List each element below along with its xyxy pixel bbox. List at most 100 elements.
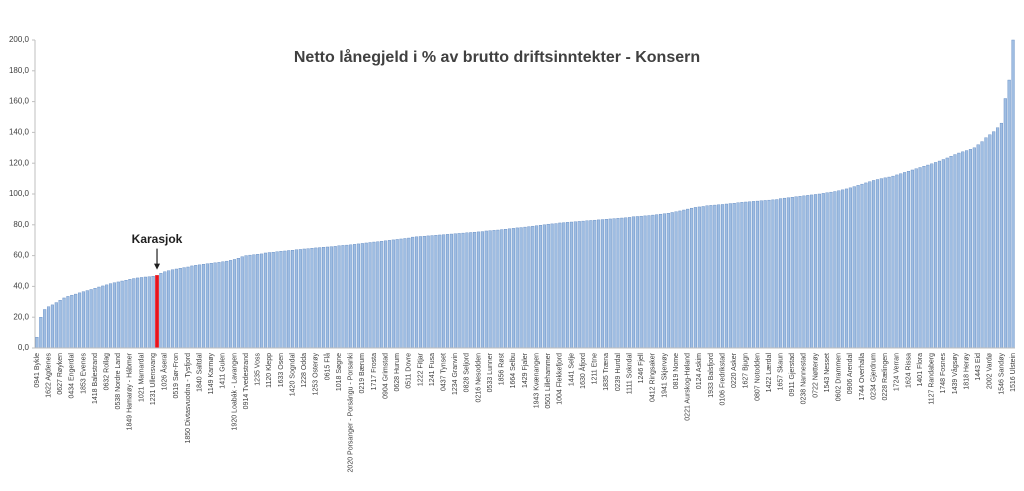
bar <box>589 220 593 349</box>
bar <box>333 246 337 349</box>
bar <box>329 246 333 349</box>
bar <box>47 306 51 349</box>
x-tick-label: 0437 Tynset <box>440 353 447 391</box>
bar <box>132 278 136 349</box>
bar <box>221 261 225 349</box>
x-tick-label: 0501 Lillehammer <box>545 352 552 408</box>
x-tick-label: 0219 Bærum <box>359 353 366 394</box>
bar <box>593 219 597 349</box>
y-tick-label: 60,0 <box>13 251 29 260</box>
bar <box>957 152 961 349</box>
x-tick-label: 0124 Askim <box>696 353 703 389</box>
bar <box>217 262 221 349</box>
bar <box>263 252 268 349</box>
x-tick-label: 2020 Porsanger - Porsángu - Porsanki <box>348 353 355 473</box>
bar <box>585 220 589 349</box>
bar <box>442 234 446 349</box>
bar <box>383 240 388 349</box>
x-tick-label: 1235 Voss <box>255 353 262 386</box>
bar <box>108 283 113 349</box>
bar <box>186 266 190 349</box>
x-tick-label: 1422 Lærdal <box>766 353 773 393</box>
bar <box>794 196 798 349</box>
bar <box>39 317 43 349</box>
bar <box>151 276 155 349</box>
bar <box>101 285 105 349</box>
x-tick-label: 0412 Ringsaker <box>650 352 657 402</box>
bar <box>755 200 759 349</box>
bar <box>1011 39 1015 349</box>
bar <box>70 294 74 349</box>
x-tick-label: 2002 Vardø <box>987 352 994 389</box>
bar <box>271 252 275 349</box>
x-tick-label: 1516 Ulstein <box>1010 353 1017 392</box>
x-tick-label: 1021 Marnardal <box>138 353 145 402</box>
x-tick-label: 1420 Sogndal <box>289 353 296 397</box>
bar <box>535 225 539 349</box>
x-tick-label: 1127 Randaberg <box>929 353 936 405</box>
bar <box>364 242 368 349</box>
bar <box>163 271 167 349</box>
bar <box>573 221 577 349</box>
bar <box>635 216 639 349</box>
bar <box>666 213 670 349</box>
bar <box>748 201 752 349</box>
bar <box>538 225 543 349</box>
bar <box>325 246 330 349</box>
bar <box>937 160 942 349</box>
bar <box>566 222 570 349</box>
bar <box>542 224 546 349</box>
bar <box>655 214 659 349</box>
bar <box>705 205 709 349</box>
x-tick-label: 1853 Evenes <box>80 353 87 394</box>
bar <box>612 218 616 349</box>
x-tick-label: 0632 Rollag <box>104 353 111 390</box>
bar <box>864 182 868 349</box>
bar <box>558 222 562 349</box>
bar <box>554 223 558 349</box>
bar <box>139 277 144 349</box>
bar <box>759 200 763 349</box>
bar <box>914 168 918 349</box>
bar <box>992 131 996 349</box>
bar <box>852 186 856 349</box>
x-tick-label: 1111 Sokndal <box>626 353 633 395</box>
x-tick-label: 0602 Drammen <box>836 353 843 401</box>
bar <box>597 219 601 349</box>
bar <box>504 229 508 349</box>
bar <box>240 256 244 349</box>
bar <box>891 175 895 349</box>
bar <box>682 209 686 349</box>
x-tick-label: 1246 Fjell <box>638 353 645 384</box>
x-tick-label: 1546 Sandøy <box>998 353 1005 395</box>
bar <box>790 197 794 349</box>
bar <box>581 220 585 349</box>
x-tick-label: 0234 Gjerdrum <box>870 353 877 400</box>
bar <box>841 189 845 349</box>
bar <box>449 233 453 349</box>
bar <box>844 188 849 349</box>
x-tick-label: 0819 Nome <box>673 353 680 389</box>
x-tick-label: 1439 Vågsøy <box>951 353 959 395</box>
x-tick-label: 1211 Etne <box>592 353 599 385</box>
bar <box>697 206 701 349</box>
bar <box>670 212 674 349</box>
bar <box>120 280 124 349</box>
x-tick-label: 0828 Seljord <box>464 353 471 392</box>
x-tick-label: 1920 Loabák - Lavangen <box>231 353 238 431</box>
bar <box>511 228 515 349</box>
bar <box>662 213 667 349</box>
bar <box>35 337 39 349</box>
bar <box>701 206 705 349</box>
x-tick-label: 0228 Rælingen <box>882 353 889 401</box>
bar <box>577 221 581 349</box>
bar <box>519 227 523 349</box>
bar <box>953 154 957 349</box>
bar <box>267 252 271 349</box>
bar <box>54 302 58 349</box>
bar <box>178 268 182 349</box>
bar <box>686 208 690 349</box>
bar <box>999 122 1003 349</box>
x-tick-label: 0615 Flå <box>323 353 331 380</box>
x-tick-label: 1724 Verran <box>894 353 901 391</box>
